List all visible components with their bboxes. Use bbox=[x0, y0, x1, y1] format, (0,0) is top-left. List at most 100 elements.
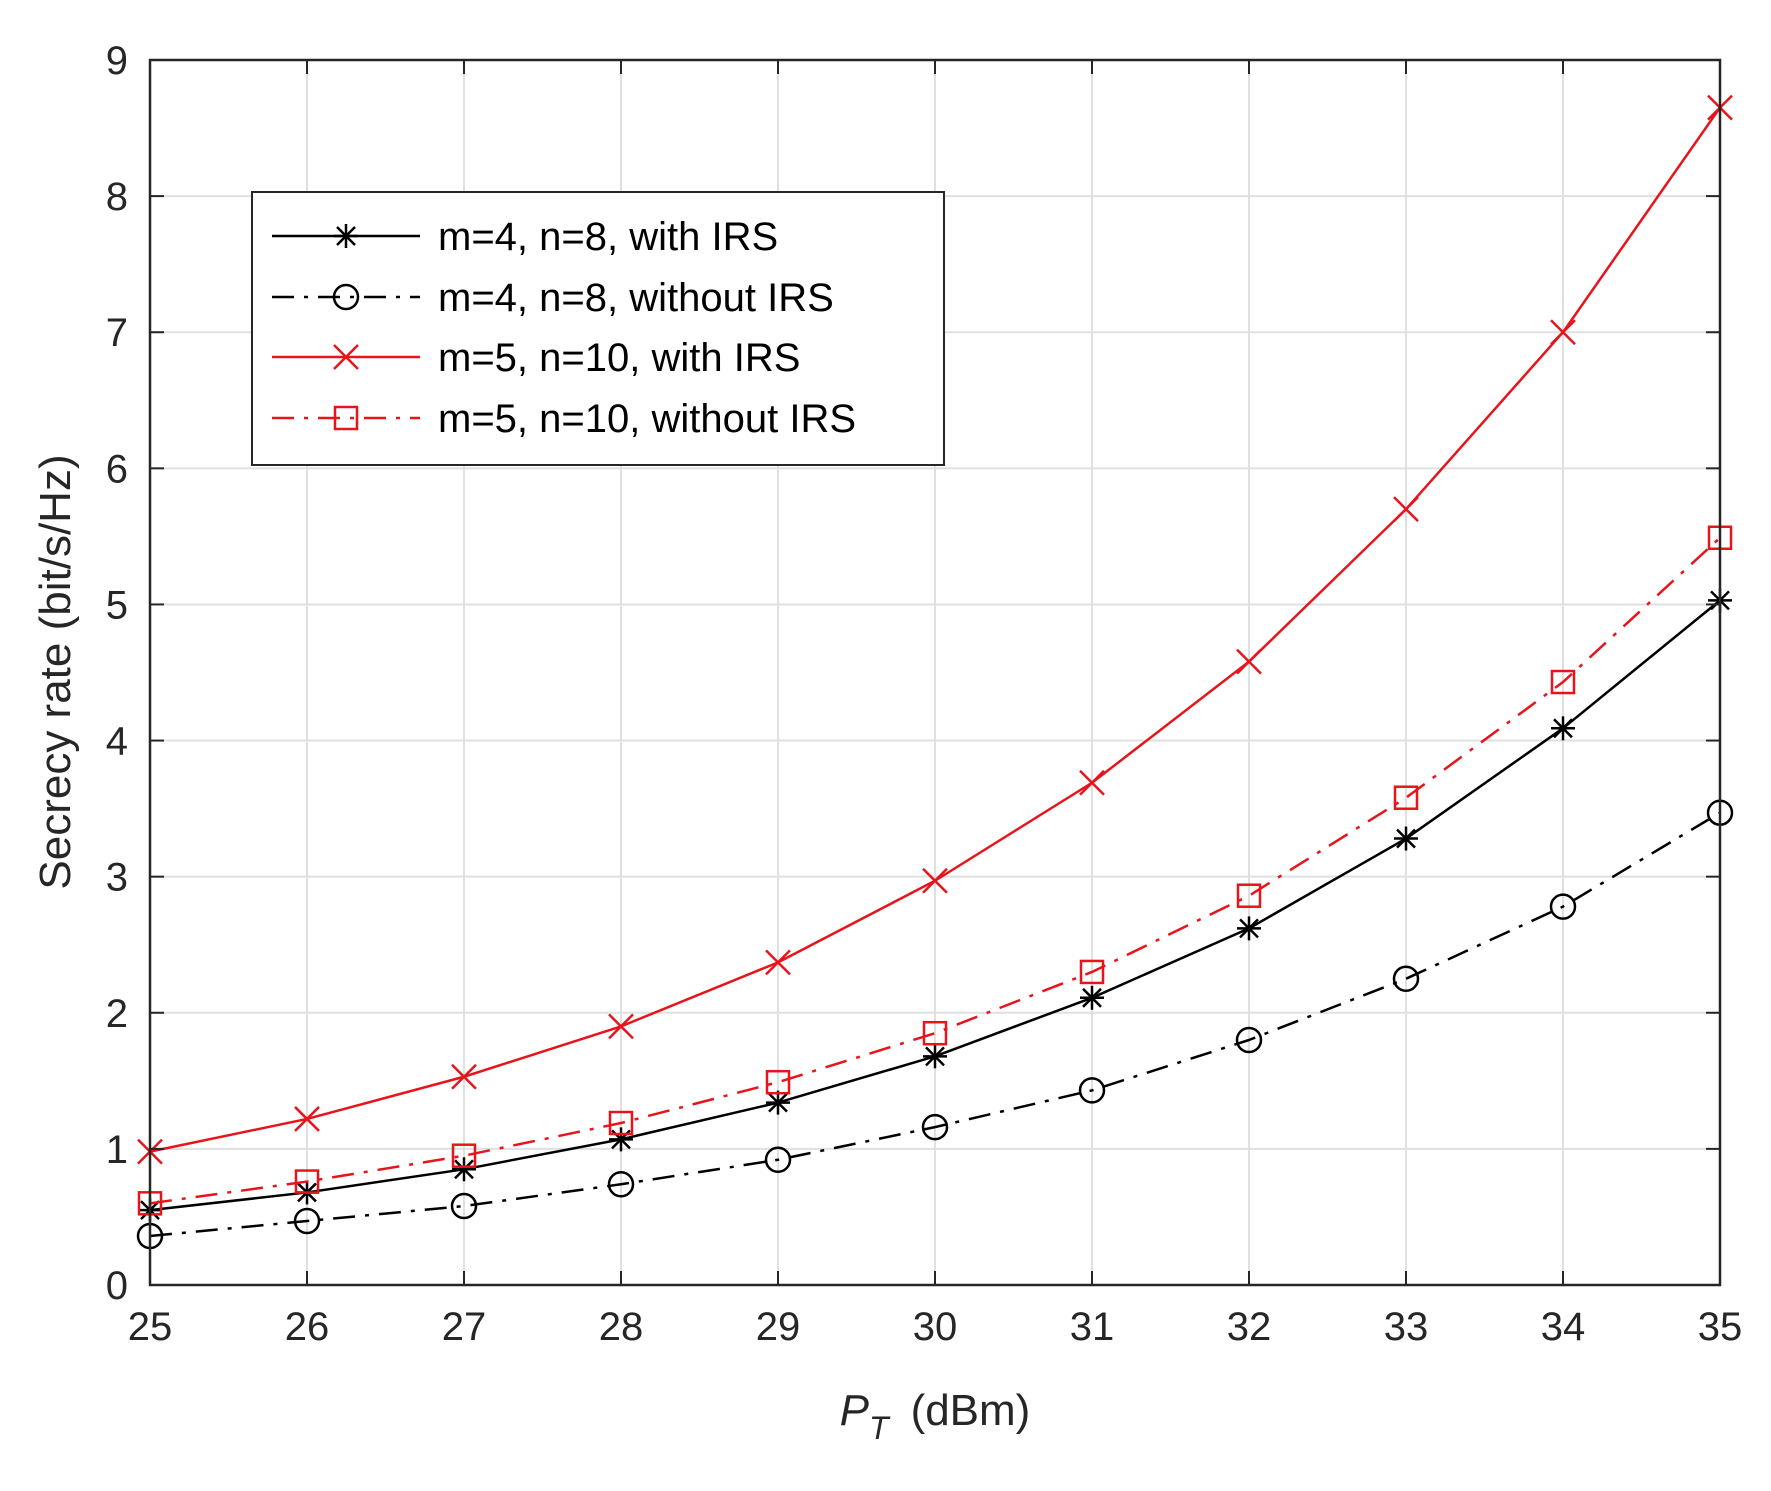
marker-shape bbox=[293, 1207, 321, 1235]
marker-stroke bbox=[1082, 987, 1102, 1008]
marker-stroke bbox=[451, 1063, 477, 1090]
marker-shape bbox=[607, 1171, 635, 1198]
data-point bbox=[1393, 496, 1419, 523]
data-point bbox=[1080, 985, 1104, 1010]
data-point bbox=[766, 1090, 790, 1115]
data-point bbox=[923, 1044, 947, 1069]
data-point bbox=[1078, 1077, 1106, 1104]
data-point bbox=[608, 1013, 634, 1040]
marker-shape bbox=[451, 1143, 477, 1168]
x-tick-label: 33 bbox=[1384, 1305, 1429, 1349]
marker-stroke bbox=[925, 1046, 945, 1067]
data-point bbox=[609, 1127, 633, 1152]
y-tick-label: 0 bbox=[106, 1264, 128, 1308]
marker-shape bbox=[922, 1020, 948, 1046]
x-tick-label: 27 bbox=[442, 1305, 487, 1349]
marker-stroke bbox=[768, 1092, 788, 1113]
x-tick-label: 32 bbox=[1227, 1305, 1272, 1349]
y-tick-label: 8 bbox=[106, 175, 128, 219]
data-point bbox=[1551, 716, 1575, 741]
marker-shape bbox=[1393, 785, 1419, 810]
series-3 bbox=[137, 94, 1733, 1165]
y-tick-label: 4 bbox=[106, 720, 128, 764]
data-point bbox=[1235, 1026, 1263, 1054]
legend-label: m=5, n=10, with IRS bbox=[438, 336, 800, 380]
data-point bbox=[293, 1207, 321, 1235]
marker-shape bbox=[332, 283, 360, 311]
marker-shape bbox=[1235, 1026, 1263, 1054]
y-tick-label: 6 bbox=[106, 447, 128, 491]
data-point bbox=[1394, 826, 1418, 851]
marker-shape bbox=[608, 1110, 634, 1136]
x-tick-label: 34 bbox=[1541, 1305, 1586, 1349]
marker-shape bbox=[1549, 893, 1577, 920]
marker-stroke bbox=[608, 1013, 634, 1040]
legend-entry: m=4, n=8, without IRS bbox=[272, 276, 834, 320]
legend-entry: m=4, n=8, with IRS bbox=[272, 215, 778, 259]
x-axis-label-unit: (dBm) bbox=[911, 1386, 1031, 1435]
x-axis-label-main: P bbox=[840, 1386, 870, 1435]
marker-stroke bbox=[1236, 648, 1262, 675]
x-tick-label: 25 bbox=[128, 1305, 173, 1349]
legend-box bbox=[251, 191, 945, 466]
marker-shape bbox=[1392, 965, 1420, 992]
marker-shape bbox=[1550, 669, 1576, 695]
series-1 bbox=[138, 588, 1732, 1223]
data-point bbox=[451, 1143, 477, 1168]
marker-stroke bbox=[1393, 496, 1419, 523]
x-tick-label: 26 bbox=[285, 1305, 330, 1349]
marker-shape bbox=[1078, 1077, 1106, 1104]
data-point bbox=[1549, 893, 1577, 920]
data-point bbox=[452, 1157, 476, 1182]
x-tick-label: 35 bbox=[1698, 1305, 1743, 1349]
data-point bbox=[1237, 916, 1261, 941]
marker-stroke bbox=[294, 1106, 320, 1132]
marker-shape bbox=[765, 1069, 791, 1095]
data-point bbox=[1236, 648, 1262, 675]
data-point bbox=[1550, 319, 1576, 346]
marker-stroke bbox=[1550, 319, 1576, 346]
legend-label: m=4, n=8, with IRS bbox=[438, 215, 778, 259]
marker-stroke bbox=[1553, 718, 1573, 739]
series-line bbox=[149, 811, 1721, 1238]
data-point bbox=[765, 949, 791, 976]
marker-shape bbox=[1236, 883, 1262, 908]
marker-stroke bbox=[922, 867, 948, 894]
data-point bbox=[922, 1020, 948, 1046]
legend-entry: m=5, n=10, without IRS bbox=[272, 397, 856, 441]
legend-marker bbox=[333, 344, 359, 370]
x-tick-label: 29 bbox=[756, 1305, 801, 1349]
data-point bbox=[1550, 669, 1576, 695]
data-point bbox=[1392, 965, 1420, 992]
marker-stroke bbox=[333, 344, 359, 370]
y-tick-label: 5 bbox=[106, 583, 128, 627]
data-point bbox=[765, 1069, 791, 1095]
marker-shape bbox=[333, 405, 359, 431]
series-line bbox=[149, 536, 1721, 1205]
data-point bbox=[607, 1171, 635, 1198]
y-axis-label: Secrecy rate (bit/s/Hz) bbox=[31, 454, 80, 889]
marker-shape bbox=[1079, 959, 1105, 985]
data-point bbox=[451, 1063, 477, 1090]
legend-entry: m=5, n=10, with IRS bbox=[272, 336, 800, 380]
y-tick-label: 1 bbox=[106, 1128, 128, 1172]
marker-stroke bbox=[1239, 918, 1259, 939]
x-axis-label-subscript: T bbox=[869, 1410, 891, 1446]
legend-label: m=5, n=10, without IRS bbox=[438, 397, 856, 441]
marker-shape bbox=[764, 1146, 792, 1174]
data-point bbox=[294, 1106, 320, 1132]
y-tick-label: 3 bbox=[106, 856, 128, 900]
marker-stroke bbox=[454, 1159, 474, 1180]
x-tick-label: 30 bbox=[913, 1305, 958, 1349]
marker-stroke bbox=[336, 226, 356, 246]
legend-label: m=4, n=8, without IRS bbox=[438, 276, 834, 320]
data-point bbox=[921, 1113, 949, 1141]
marker-stroke bbox=[765, 949, 791, 976]
x-tick-label: 31 bbox=[1070, 1305, 1115, 1349]
data-point bbox=[608, 1110, 634, 1136]
data-point bbox=[294, 1169, 320, 1194]
series-group bbox=[136, 94, 1734, 1250]
data-point bbox=[922, 867, 948, 894]
